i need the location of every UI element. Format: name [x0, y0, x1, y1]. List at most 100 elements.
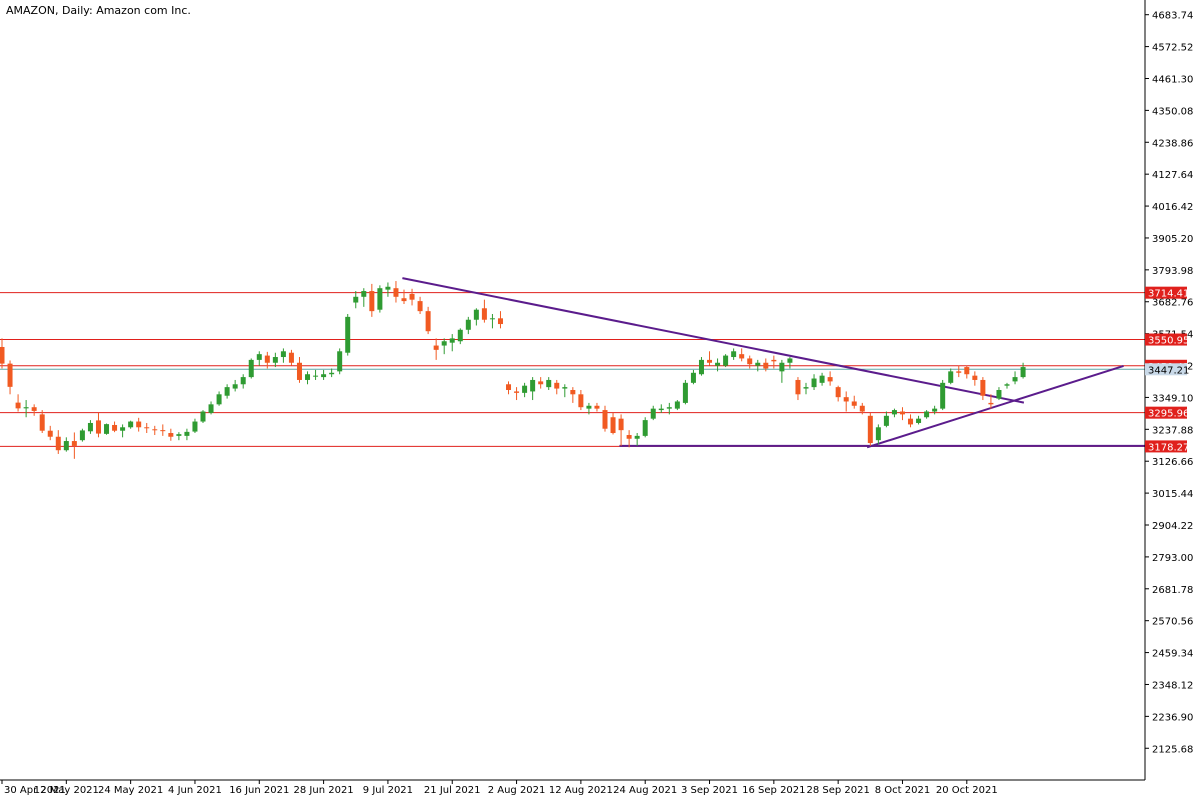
y-tick-label: 4572.52 — [1152, 43, 1193, 54]
candle-body — [980, 379, 986, 396]
candle-body — [779, 362, 785, 372]
x-tick-label: 12 Aug 2021 — [549, 785, 613, 796]
candle-body — [457, 329, 463, 342]
y-tick-label: 3237.88 — [1152, 425, 1193, 436]
candle-body — [682, 382, 688, 403]
level-label-box — [1145, 333, 1187, 346]
candle-body — [891, 410, 897, 415]
candle-body — [87, 422, 93, 432]
candle-body — [1020, 367, 1026, 378]
candle-body — [916, 418, 922, 423]
candle-body — [546, 379, 552, 388]
candle-body — [104, 424, 110, 434]
candle-body — [642, 420, 648, 436]
candle-body — [514, 391, 520, 393]
candle-body — [610, 417, 616, 434]
candle-body — [417, 301, 423, 312]
candle-body — [23, 407, 29, 409]
candle-body — [956, 371, 962, 373]
x-tick-label: 28 Sep 2021 — [806, 785, 869, 796]
candle-body — [851, 401, 857, 406]
candle-body — [715, 362, 721, 366]
candle-body — [578, 394, 584, 408]
candle-body — [168, 433, 174, 437]
candle-body — [626, 435, 632, 439]
candle-body — [763, 362, 769, 369]
x-tick-label: 28 Jun 2021 — [294, 785, 354, 796]
candle-body — [152, 429, 158, 431]
candle-body — [321, 374, 327, 378]
candle-body — [112, 424, 118, 431]
y-tick-label: 2681.78 — [1152, 585, 1193, 596]
candle-body — [908, 418, 914, 425]
candle-body — [329, 372, 335, 375]
candle-body — [224, 387, 230, 396]
candle-body — [972, 375, 978, 380]
candle-body — [272, 357, 278, 363]
y-tick-label: 2348.12 — [1152, 680, 1193, 691]
candle-body — [843, 397, 849, 402]
x-tick-label: 4 Jun 2021 — [168, 785, 222, 796]
candle-body — [940, 382, 946, 409]
candle-body — [771, 359, 777, 362]
x-tick-label: 20 Oct 2021 — [936, 785, 998, 796]
candle-body — [361, 291, 367, 297]
candle-body — [562, 387, 568, 389]
x-tick-label: 21 Jul 2021 — [424, 785, 481, 796]
candle-body — [15, 402, 21, 409]
candle-body — [819, 375, 825, 383]
x-tick-label: 2 Aug 2021 — [488, 785, 546, 796]
candle-body — [120, 427, 126, 431]
candle-body — [425, 311, 431, 332]
candle-body — [176, 434, 182, 436]
candle-body — [859, 405, 865, 412]
x-tick-label: 8 Oct 2021 — [875, 785, 930, 796]
candle-body — [530, 379, 536, 392]
candle-body — [95, 420, 101, 434]
candle-body — [666, 407, 672, 409]
y-tick-label: 4461.30 — [1152, 74, 1193, 85]
y-tick-label: 3126.66 — [1152, 457, 1193, 468]
level-label: 3550.95 — [1148, 336, 1189, 347]
y-tick-label: 4016.42 — [1152, 202, 1193, 213]
candle-body — [473, 309, 479, 320]
y-tick-label: 3905.20 — [1152, 234, 1193, 245]
candle-body — [707, 359, 713, 363]
candle-body — [522, 385, 528, 393]
candle-body — [996, 390, 1002, 399]
candle-body — [570, 390, 576, 395]
candle-body — [216, 394, 222, 405]
candle-body — [47, 430, 53, 437]
trendline-ascending — [866, 364, 1124, 449]
candle-body — [1004, 384, 1010, 386]
x-tick-label: 24 Aug 2021 — [613, 785, 677, 796]
chart-title: AMAZON, Daily: Amazon com Inc. — [6, 4, 191, 17]
x-tick-label: 16 Sep 2021 — [742, 785, 805, 796]
candle-body — [538, 381, 544, 385]
candle-body — [7, 363, 13, 387]
candle-body — [465, 319, 471, 330]
x-tick-label: 16 Jun 2021 — [229, 785, 289, 796]
candle-body — [489, 318, 495, 320]
candle-body — [313, 375, 319, 377]
candle-body — [441, 341, 447, 346]
candle-body — [144, 427, 150, 429]
candle-body — [602, 410, 608, 429]
y-tick-label: 2570.56 — [1152, 617, 1193, 628]
candle-body — [305, 374, 311, 380]
candlesticks — [0, 281, 1026, 459]
candle-body — [932, 408, 938, 412]
y-tick-label: 4127.64 — [1152, 170, 1193, 181]
candle-body — [811, 378, 817, 388]
y-tick-label: 3349.10 — [1152, 393, 1193, 404]
y-tick-label: 2793.00 — [1152, 553, 1193, 564]
candle-body — [481, 308, 487, 320]
candle-body — [393, 288, 399, 297]
y-tick-label: 2236.90 — [1152, 712, 1193, 723]
candle-body — [586, 405, 592, 409]
candle-body — [128, 421, 134, 428]
x-tick-label: 9 Jul 2021 — [363, 785, 413, 796]
candle-body — [964, 367, 970, 375]
